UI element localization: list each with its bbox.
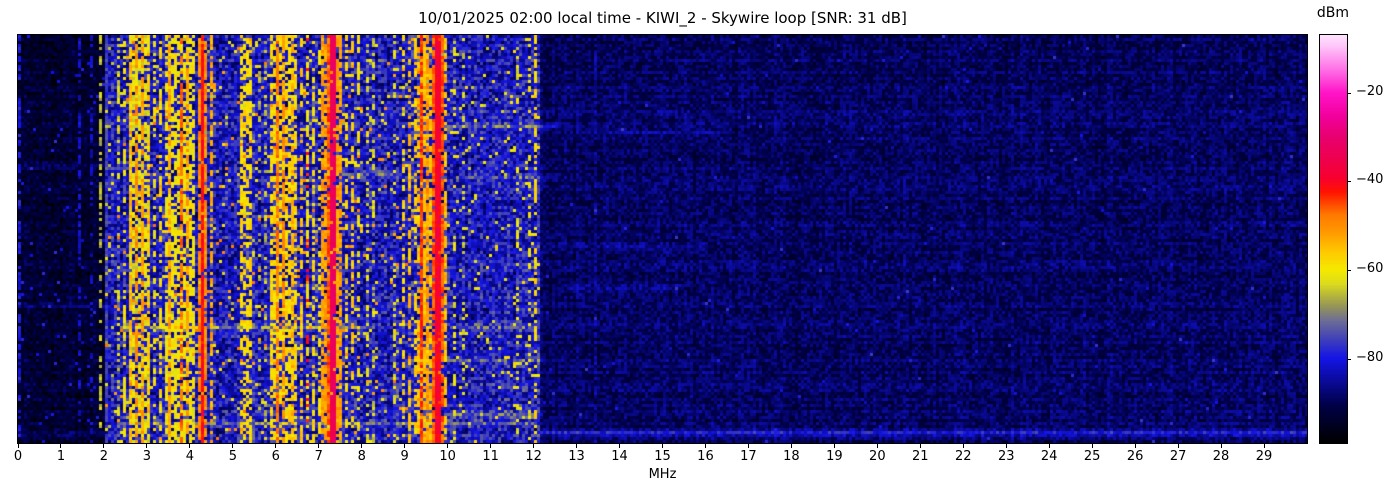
x-tick-label: 23 bbox=[997, 449, 1015, 464]
x-axis: 0 1 2 3 4 5 6 7 8 9 10 11 12 13 14 15 16 17 18 19 20 21 22 23 24… bbox=[14, 444, 1307, 478]
x-tick-mark bbox=[146, 444, 148, 448]
x-tick-label: 6 bbox=[271, 449, 280, 464]
colorbar-canvas bbox=[1320, 35, 1347, 443]
x-tick-mark bbox=[1134, 444, 1136, 448]
x-tick-mark bbox=[919, 444, 921, 448]
x-tick-label: 2 bbox=[99, 449, 109, 464]
x-tick-label: 14 bbox=[611, 449, 628, 464]
x-tick-mark bbox=[1091, 444, 1093, 448]
x-tick-mark bbox=[232, 444, 234, 448]
x-tick-label: 0 bbox=[13, 449, 23, 464]
colorbar-unit-label: dBm bbox=[1316, 5, 1350, 21]
x-tick-label: 15 bbox=[654, 449, 671, 464]
x-tick-label: 27 bbox=[1169, 449, 1187, 464]
x-tick-label: 9 bbox=[400, 449, 409, 464]
x-tick-mark bbox=[361, 444, 363, 448]
x-tick-label: 1 bbox=[56, 449, 66, 464]
x-tick-mark bbox=[619, 444, 621, 448]
plot-title: 10/01/2025 02:00 local time - KIWI_2 - S… bbox=[418, 9, 907, 27]
x-tick-label: 5 bbox=[228, 449, 237, 464]
colorbar-tick-mark bbox=[1347, 93, 1351, 94]
x-tick-mark bbox=[1220, 444, 1222, 448]
x-tick-mark bbox=[447, 444, 449, 448]
x-tick-mark bbox=[704, 444, 706, 448]
x-tick-label: 16 bbox=[697, 449, 714, 464]
x-tick-label: 18 bbox=[783, 449, 800, 464]
x-tick-label: 28 bbox=[1212, 449, 1230, 464]
x-tick-mark bbox=[876, 444, 878, 448]
x-tick-label: 25 bbox=[1083, 449, 1101, 464]
x-tick-mark bbox=[576, 444, 578, 448]
colorbar-tick-label: −20 bbox=[1356, 83, 1384, 99]
x-tick-mark bbox=[404, 444, 406, 448]
spectrogram-plot bbox=[17, 34, 1308, 444]
x-tick-mark bbox=[60, 444, 62, 448]
colorbar-tick-mark bbox=[1347, 181, 1351, 182]
spectrogram-canvas bbox=[18, 35, 1307, 443]
x-tick-label: 17 bbox=[740, 449, 757, 464]
x-tick-label: 19 bbox=[826, 449, 843, 464]
colorbar-tick-mark bbox=[1347, 359, 1351, 360]
x-tick-mark bbox=[533, 444, 535, 448]
x-tick-mark bbox=[833, 444, 835, 448]
x-tick-mark bbox=[1263, 444, 1265, 448]
x-tick-mark bbox=[1005, 444, 1007, 448]
x-tick-mark bbox=[1048, 444, 1050, 448]
colorbar-tick-label: −80 bbox=[1356, 349, 1384, 365]
x-tick-mark bbox=[490, 444, 492, 448]
x-tick-label: 12 bbox=[525, 449, 542, 464]
x-tick-label: 11 bbox=[482, 449, 499, 464]
x-tick-label: 3 bbox=[142, 449, 152, 464]
x-tick-label: 20 bbox=[869, 449, 886, 464]
x-tick-label: 21 bbox=[912, 449, 929, 464]
x-tick-label: 7 bbox=[314, 449, 323, 464]
x-tick-label: 26 bbox=[1126, 449, 1144, 464]
colorbar-tick-label: −40 bbox=[1356, 172, 1384, 188]
x-tick-mark bbox=[189, 444, 191, 448]
x-tick-mark bbox=[1177, 444, 1179, 448]
x-tick-label: 24 bbox=[1040, 449, 1058, 464]
x-tick-mark bbox=[662, 444, 663, 448]
x-tick-label: 22 bbox=[954, 449, 972, 464]
x-tick-label: 10 bbox=[439, 449, 456, 464]
x-tick-mark bbox=[17, 444, 19, 448]
x-tick-mark bbox=[962, 444, 964, 448]
x-tick-mark bbox=[318, 444, 320, 448]
colorbar-tick-mark bbox=[1347, 270, 1351, 271]
x-tick-mark bbox=[747, 444, 749, 448]
x-tick-label: 29 bbox=[1255, 449, 1273, 464]
x-tick-mark bbox=[103, 444, 105, 448]
x-tick-label: 4 bbox=[185, 449, 194, 464]
x-axis-label: MHz bbox=[648, 467, 677, 482]
x-tick-mark bbox=[275, 444, 277, 448]
colorbar-ticks: −20 −40 −60 −80 bbox=[1347, 35, 1399, 443]
colorbar-tick-label: −60 bbox=[1356, 261, 1384, 277]
x-tick-label: 8 bbox=[357, 449, 366, 464]
x-tick-mark bbox=[790, 444, 792, 448]
x-tick-label: 13 bbox=[568, 449, 585, 464]
colorbar bbox=[1319, 34, 1348, 444]
